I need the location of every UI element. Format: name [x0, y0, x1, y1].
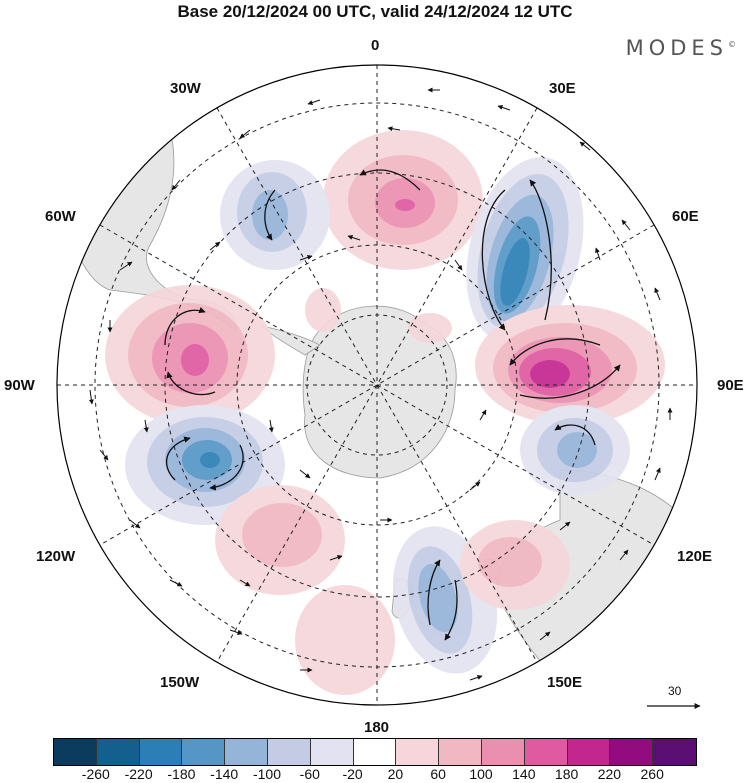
colorbar-tick-label: 60 [430, 766, 446, 782]
lon-label-0: 0 [371, 37, 380, 54]
reference-vector-label: 30 [668, 684, 682, 698]
colorbar-tick-label: 100 [469, 766, 493, 782]
lon-label-150e: 150E [547, 674, 583, 691]
colorbar-swatch [96, 739, 140, 765]
colorbar-swatch [353, 739, 397, 765]
lon-label-180: 180 [364, 719, 390, 736]
colorbar-swatch [310, 739, 354, 765]
graticule [57, 65, 697, 705]
colorbar-swatch [653, 739, 696, 765]
colorbar-tick-label: -20 [342, 766, 363, 782]
map-boundary [56, 64, 698, 706]
colorbar-tick-label: 20 [387, 766, 404, 782]
colorbar-tick-label: -260 [81, 766, 110, 782]
lon-label-90e: 90E [717, 377, 744, 394]
colorbar-swatch [610, 739, 654, 765]
colorbar-tick-label: -220 [124, 766, 153, 782]
lon-label-150w: 150W [160, 674, 200, 691]
colorbar-swatch [139, 739, 183, 765]
colorbar-ticks: -260 -220 -180 -140 -100 -60 -20 20 60 100 140 180 2… [0, 766, 750, 783]
colorbar-tick-label: -100 [252, 766, 282, 782]
lon-label-30w: 30W [170, 80, 201, 97]
colorbar-swatch [524, 739, 568, 765]
colorbar-swatch [267, 739, 311, 765]
colorbar-swatch [54, 739, 97, 765]
lon-label-60e: 60E [672, 208, 699, 225]
colorbar-swatch [182, 739, 226, 765]
lon-label-90w: 90W [4, 377, 35, 394]
colorbar-swatch [567, 739, 611, 765]
colorbar-tick-label: -60 [299, 766, 320, 782]
colorbar-swatch [481, 739, 525, 765]
wind-vectors [88, 87, 673, 681]
lon-label-120w: 120W [36, 548, 76, 565]
colorbar-tick-label: 180 [554, 766, 579, 782]
colorbar-swatch [396, 739, 440, 765]
colorbar-swatch [225, 739, 268, 765]
colorbar [53, 738, 697, 766]
lon-label-30e: 30E [549, 80, 576, 97]
colorbar-tick-label: 220 [597, 766, 622, 782]
colorbar-tick-label: -180 [167, 766, 196, 782]
map-title: Base 20/12/2024 00 UTC, valid 24/12/2024… [177, 2, 573, 21]
colorbar-tick-label: 260 [640, 766, 664, 782]
modes-logo: MODES© [625, 36, 736, 60]
lon-label-120e: 120E [677, 548, 713, 565]
lon-label-60w: 60W [45, 208, 76, 225]
colorbar-tick-label: 140 [512, 766, 536, 782]
antarctica [302, 305, 457, 479]
colorbar-tick-label: -140 [210, 766, 239, 782]
colorbar-swatch [439, 739, 482, 765]
